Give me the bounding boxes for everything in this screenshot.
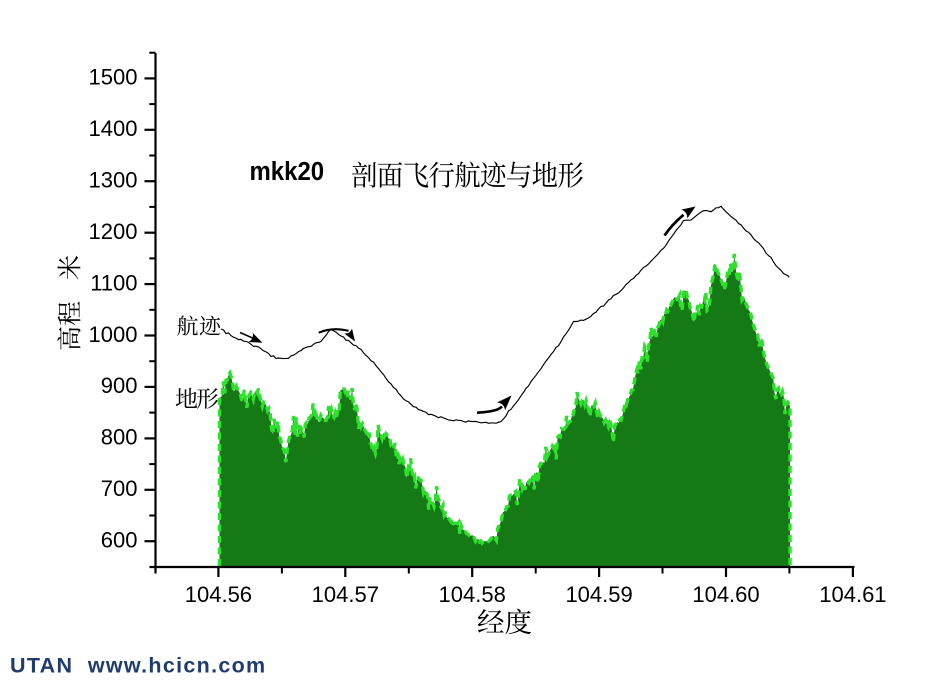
svg-text:104.56: 104.56 xyxy=(185,582,252,607)
svg-text:104.61: 104.61 xyxy=(819,582,886,607)
svg-text:104.59: 104.59 xyxy=(565,582,632,607)
svg-text:1500: 1500 xyxy=(89,65,138,90)
svg-text:800: 800 xyxy=(101,425,138,450)
svg-text:UTAN www.hcicn.com: UTAN www.hcicn.com xyxy=(10,654,266,678)
svg-text:1200: 1200 xyxy=(89,219,138,244)
svg-text:104.58: 104.58 xyxy=(439,582,506,607)
svg-text:104.60: 104.60 xyxy=(692,582,759,607)
svg-text:1000: 1000 xyxy=(89,322,138,347)
svg-text:900: 900 xyxy=(101,373,138,398)
svg-text:mkk20: mkk20 xyxy=(250,158,325,186)
svg-text:700: 700 xyxy=(101,476,138,501)
svg-text:600: 600 xyxy=(101,528,138,553)
svg-text:1100: 1100 xyxy=(90,270,137,295)
svg-text:1300: 1300 xyxy=(89,168,138,193)
svg-text:1400: 1400 xyxy=(89,116,138,141)
svg-text:104.57: 104.57 xyxy=(312,582,379,607)
